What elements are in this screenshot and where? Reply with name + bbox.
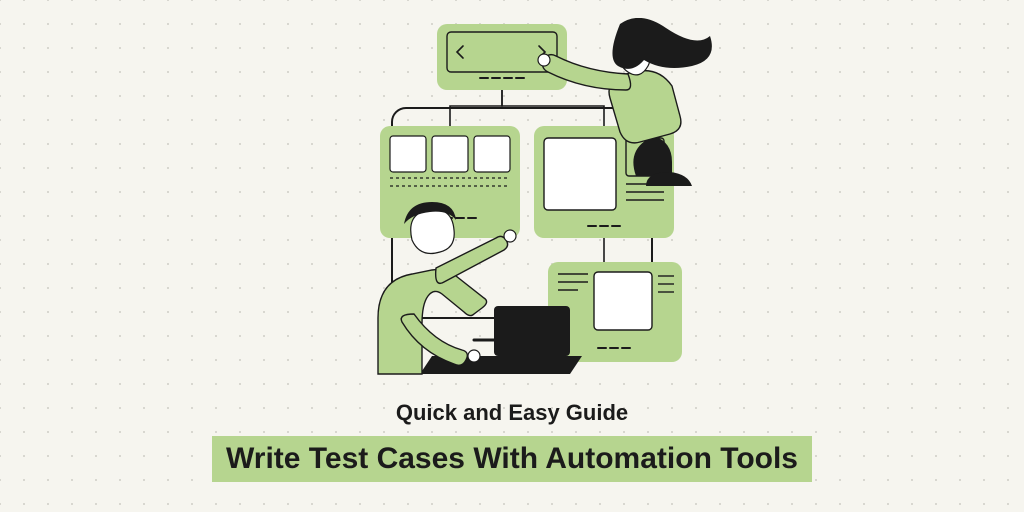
title-text: Write Test Cases With Automation Tools (212, 436, 812, 482)
headline-block: Quick and Easy Guide Write Test Cases Wi… (212, 400, 812, 482)
hero-illustration (282, 18, 742, 378)
subtitle-text: Quick and Easy Guide (212, 400, 812, 426)
infographic-canvas: Quick and Easy Guide Write Test Cases Wi… (0, 0, 1024, 512)
